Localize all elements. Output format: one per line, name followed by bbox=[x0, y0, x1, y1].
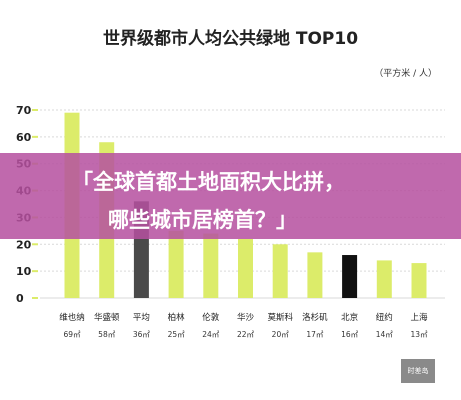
data-label: 20㎡ bbox=[272, 330, 290, 339]
data-label: 24㎡ bbox=[202, 330, 220, 339]
data-label: 22㎡ bbox=[237, 330, 255, 339]
headline-line-1: 「全球首都土地面积大比拼， bbox=[72, 170, 345, 194]
bar bbox=[272, 244, 288, 298]
unit-label: （平方米 / 人） bbox=[374, 69, 437, 79]
bar bbox=[376, 260, 392, 298]
x-tick-label: 平均 bbox=[133, 312, 150, 323]
bar bbox=[168, 230, 184, 298]
y-tick-mark bbox=[32, 243, 38, 246]
data-label: 16㎡ bbox=[341, 330, 359, 339]
headline-banner bbox=[0, 153, 461, 239]
y-tick-mark bbox=[32, 135, 38, 138]
x-tick-label: 莫斯科 bbox=[267, 312, 293, 323]
x-tick-label: 华沙 bbox=[237, 312, 255, 323]
bar bbox=[411, 263, 427, 298]
brand-logo: 时差岛 bbox=[401, 359, 435, 383]
x-tick-label: 纽约 bbox=[376, 312, 393, 323]
data-label: 36㎡ bbox=[133, 330, 151, 339]
x-tick-label: 伦敦 bbox=[202, 312, 220, 323]
y-tick-mark bbox=[32, 109, 38, 111]
x-tick-label: 上海 bbox=[410, 312, 428, 323]
data-label: 25㎡ bbox=[168, 330, 186, 339]
x-tick-label: 维也纳 bbox=[59, 312, 85, 323]
data-label: 14㎡ bbox=[376, 330, 394, 339]
chart-title: 世界级都市人均公共绿地 TOP10 bbox=[102, 29, 359, 49]
y-tick-mark bbox=[32, 297, 38, 299]
x-tick-label: 柏林 bbox=[168, 312, 186, 323]
y-tick-label: 70 bbox=[16, 104, 32, 117]
data-label: 69㎡ bbox=[63, 330, 81, 339]
data-label: 58㎡ bbox=[98, 330, 116, 339]
bar bbox=[342, 255, 358, 298]
y-tick-label: 10 bbox=[16, 265, 32, 278]
y-tick-mark bbox=[32, 270, 38, 273]
headline-line-2: 哪些城市居榜首？」 bbox=[108, 208, 297, 232]
x-tick-label: 华盛顿 bbox=[94, 312, 120, 323]
y-tick-label: 60 bbox=[16, 131, 32, 144]
y-tick-label: 0 bbox=[16, 292, 24, 305]
bar bbox=[238, 238, 253, 298]
y-tick-label: 20 bbox=[16, 238, 32, 251]
bar bbox=[307, 252, 323, 298]
x-tick-label: 北京 bbox=[341, 312, 358, 323]
data-label: 17㎡ bbox=[306, 330, 324, 339]
x-tick-label: 洛杉矶 bbox=[302, 312, 328, 323]
data-label: 13㎡ bbox=[410, 330, 428, 339]
bar bbox=[203, 233, 219, 298]
